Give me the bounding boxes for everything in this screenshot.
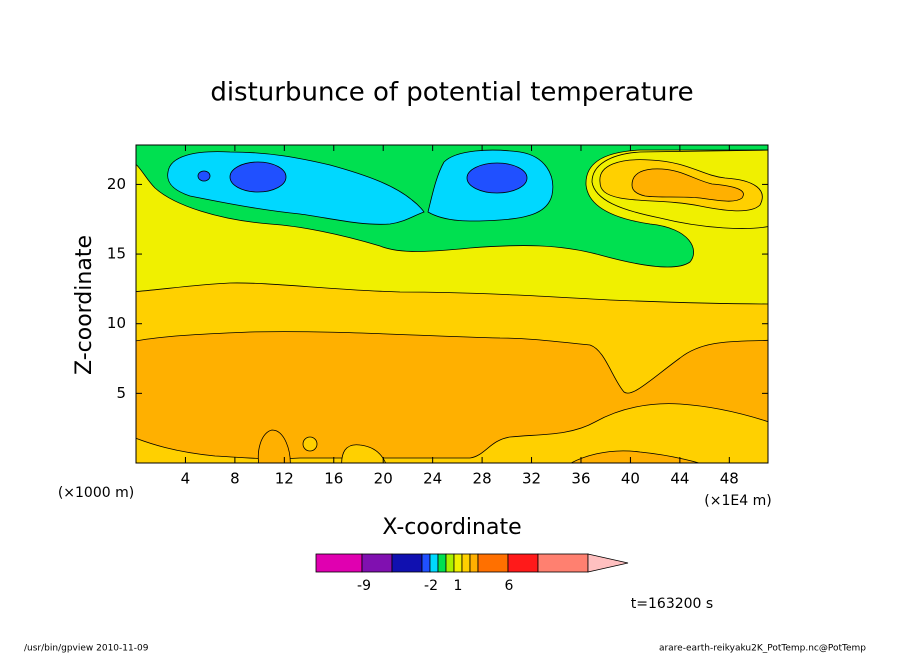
x-tick-label: 12 xyxy=(275,470,294,488)
contour-region xyxy=(341,444,387,463)
x-tick-label: 28 xyxy=(473,470,492,488)
y-tick-label: 10 xyxy=(107,314,126,332)
contour-region xyxy=(257,429,291,463)
x-tick-label: 40 xyxy=(621,470,640,488)
contour-region xyxy=(302,436,318,452)
x-tick-label: 24 xyxy=(423,470,442,488)
colorbar-box xyxy=(361,553,393,573)
colorbar-box xyxy=(461,553,471,573)
colorbar-box xyxy=(469,553,479,573)
x-unit: (×1E4 m) xyxy=(704,493,771,509)
x-tick-label: 48 xyxy=(720,470,739,488)
x-tick-label: 8 xyxy=(230,470,240,488)
colorbar-box xyxy=(453,553,463,573)
contour-field xyxy=(136,145,768,463)
y-tick-label: 15 xyxy=(107,245,126,263)
colorbar-tick-label: 6 xyxy=(505,578,514,594)
contour-region xyxy=(136,403,768,463)
x-tick-label: 20 xyxy=(374,470,393,488)
contour-region xyxy=(570,450,701,463)
footer-right: arare-earth-reikyaku2K_PotTemp.nc@PotTem… xyxy=(659,644,866,654)
colorbar-box xyxy=(315,553,363,573)
x-tick-label: 36 xyxy=(571,470,590,488)
y-unit: (×1000 m) xyxy=(58,485,134,501)
contour-region xyxy=(167,151,425,225)
x-tick-label: 32 xyxy=(522,470,541,488)
colorbar-box xyxy=(477,553,509,573)
x-tick-label: 44 xyxy=(670,470,689,488)
colorbar-box xyxy=(391,553,423,573)
colorbar-box xyxy=(507,553,539,573)
x-tick-label: 16 xyxy=(324,470,343,488)
y-axis-label: Z-coordinate xyxy=(72,235,97,375)
contour-region xyxy=(466,162,528,194)
time-annotation: t=163200 s xyxy=(631,596,713,612)
colorbar-box xyxy=(421,553,431,573)
x-axis-label: X-coordinate xyxy=(382,515,521,540)
colorbar-box xyxy=(429,553,439,573)
chart-title: disturbunce of potential temperature xyxy=(210,78,693,108)
colorbar-tick-label: -9 xyxy=(357,578,371,594)
contour-region xyxy=(229,161,287,193)
contour-region xyxy=(631,168,744,202)
y-tick-label: 5 xyxy=(116,384,126,402)
colorbar-tick-label: -2 xyxy=(424,578,438,594)
y-tick-label: 20 xyxy=(107,175,126,193)
contour-region xyxy=(197,170,211,182)
plot-frame xyxy=(135,144,769,464)
colorbar-box xyxy=(445,553,455,573)
colorbar-box xyxy=(437,553,447,573)
colorbar-triangle xyxy=(587,553,629,573)
x-tick-label: 4 xyxy=(181,470,191,488)
colorbar-box xyxy=(537,553,589,573)
footer-left: /usr/bin/gpview 2010-11-09 xyxy=(24,644,149,654)
colorbar-tick-label: 1 xyxy=(454,578,463,594)
